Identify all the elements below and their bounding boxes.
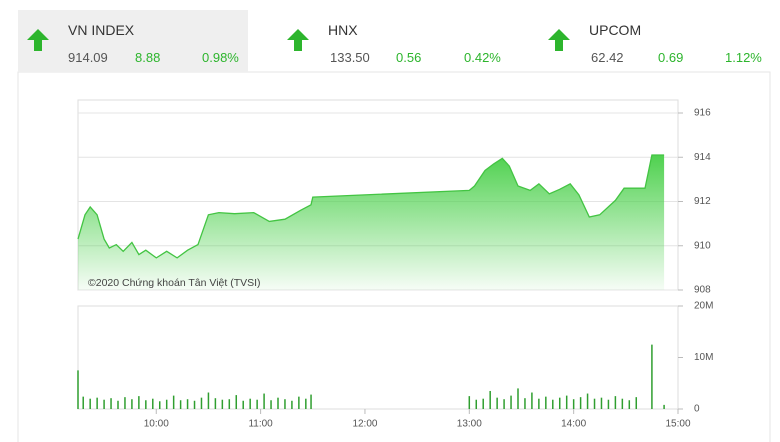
volume-bar: [124, 397, 126, 409]
volume-bar: [235, 395, 238, 409]
up-arrow: [548, 29, 570, 51]
volume-bar: [298, 396, 300, 409]
volume-bar: [110, 398, 112, 409]
volume-bar: [96, 397, 98, 409]
volume-bar: [152, 398, 154, 409]
volume-bar: [475, 399, 478, 409]
volume-bar: [538, 398, 540, 409]
y-tick-label: 916: [694, 108, 711, 119]
index-name: VN INDEX: [68, 22, 135, 38]
y-tick-label: 912: [694, 196, 711, 207]
volume-bar: [621, 398, 624, 409]
index-tab[interactable]: VN INDEX 914.09 8.88 0.98%: [18, 10, 248, 72]
x-tick-label: 14:00: [561, 419, 586, 430]
index-change: 0.56: [396, 50, 422, 65]
index-name: UPCOM: [589, 22, 642, 38]
x-tick-label: 13:00: [457, 419, 482, 430]
x-tick-label: 12:00: [352, 419, 377, 430]
volume-bar: [214, 398, 217, 409]
watermark: ©2020 Chứng khoán Tân Việt (TVSI): [88, 277, 261, 289]
volume-bar: [310, 394, 312, 409]
volume-bar: [635, 397, 638, 409]
volume-bar: [158, 401, 161, 409]
volume-bar: [600, 397, 603, 409]
volume-bar: [496, 397, 498, 409]
volume-bar: [207, 392, 210, 409]
volume-bar: [510, 395, 512, 409]
volume-bar: [277, 397, 279, 409]
index-tab[interactable]: HNX 133.50 0.56 0.42%: [278, 10, 508, 72]
volume-bar: [117, 400, 119, 409]
price-line: [77, 154, 665, 259]
volume-bar: [131, 399, 133, 409]
volume-bar: [228, 399, 231, 409]
y-tick-label: 10M: [694, 352, 713, 363]
volume-bar: [607, 399, 610, 409]
volume-bar: [263, 393, 265, 409]
index-change: 0.69: [658, 50, 684, 65]
volume-bar: [291, 400, 293, 409]
volume-bar: [165, 399, 168, 409]
volume-bar: [249, 398, 251, 409]
volume-bar: [489, 390, 491, 409]
up-arrow: [287, 29, 309, 51]
volume-bar: [242, 400, 244, 409]
volume-bar: [179, 400, 182, 409]
volume-bar: [270, 400, 272, 409]
volume-bar: [614, 396, 617, 409]
volume-bar: [531, 392, 533, 409]
volume-bar: [221, 399, 224, 409]
x-tick-label: 11:00: [248, 419, 273, 430]
index-name: HNX: [328, 22, 358, 38]
volume-bar: [593, 398, 596, 409]
price-area: [78, 155, 665, 290]
y-tick-label: 20M: [694, 301, 713, 312]
volume-bar: [193, 400, 196, 409]
volume-bar: [138, 396, 140, 409]
volume-bar: [284, 399, 286, 409]
volume-bar: [186, 399, 189, 409]
volume-bar: [517, 388, 519, 409]
volume-bar: [172, 395, 175, 409]
volume-bar: [545, 396, 547, 409]
index-percent: 0.98%: [202, 50, 239, 65]
volume-bar: [482, 398, 484, 409]
volume-bar: [524, 398, 526, 409]
y-tick-label: 0: [694, 404, 700, 415]
index-tab[interactable]: UPCOM 62.42 0.69 1.12%: [539, 10, 769, 72]
volume-bar: [82, 396, 84, 409]
volume-bar: [305, 398, 307, 409]
index-value: 914.09: [68, 50, 108, 65]
y-tick-label: 908: [694, 285, 711, 296]
volume-bar: [468, 396, 471, 409]
volume-bar: [628, 400, 631, 409]
volume-bar: [579, 397, 582, 409]
index-value: 133.50: [330, 50, 370, 65]
y-tick-label: 910: [694, 240, 711, 251]
volume-bar: [586, 393, 589, 409]
volume-bar: [145, 400, 147, 409]
volume-bar: [77, 370, 79, 409]
x-tick-label: 15:00: [665, 419, 690, 430]
index-percent: 1.12%: [725, 50, 762, 65]
index-value: 62.42: [591, 50, 624, 65]
volume-bar: [552, 399, 554, 409]
volume-bar: [256, 399, 258, 409]
index-percent: 0.42%: [464, 50, 501, 65]
volume-bar: [103, 399, 105, 409]
index-change: 8.88: [135, 50, 161, 65]
volume-bar: [565, 395, 568, 409]
up-arrow: [27, 29, 49, 51]
volume-bar: [200, 397, 203, 409]
volume-bar: [558, 397, 561, 409]
volume-bar: [503, 399, 505, 409]
x-tick-label: 10:00: [144, 419, 169, 430]
volume-bar: [572, 399, 575, 409]
y-tick-label: 914: [694, 152, 711, 163]
volume-bar: [651, 344, 653, 409]
volume-bar: [89, 398, 91, 409]
volume-bar: [663, 404, 665, 409]
